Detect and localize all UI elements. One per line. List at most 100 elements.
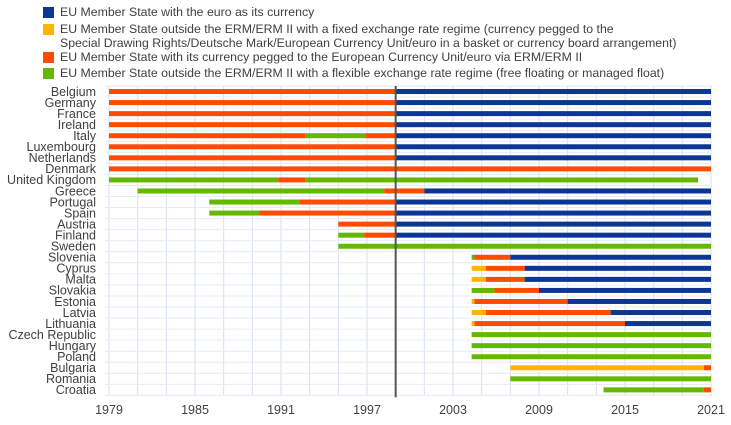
legend-swatch — [43, 68, 54, 79]
country-label: Finland — [55, 228, 96, 242]
x-tick-label: 2009 — [525, 403, 553, 417]
country-label: Malta — [65, 273, 96, 287]
bar-segment-euro — [395, 210, 711, 216]
bar-segment-flexible — [209, 210, 260, 216]
country-label: Spain — [64, 206, 96, 220]
country-label: United Kingdom — [7, 173, 96, 187]
bar-segment-fixed — [510, 365, 704, 371]
bar-segment-euro — [539, 287, 711, 293]
x-tick-label: 1991 — [267, 403, 295, 417]
bar-segment-erm — [485, 310, 611, 316]
bar-segment-erm — [109, 133, 306, 139]
country-label: Ireland — [58, 118, 96, 132]
country-label: Austria — [57, 217, 96, 231]
bar-segment-flexible — [510, 376, 711, 382]
bar-segment-fixed — [471, 321, 475, 327]
bar-segment-erm — [109, 100, 396, 106]
bar-segment-euro — [395, 144, 711, 150]
bar-segment-flexible — [338, 232, 365, 238]
bar-segment-flexible — [109, 177, 279, 183]
bar-segment-erm — [278, 177, 306, 183]
bar-segment-flexible — [209, 199, 300, 205]
bar-segment-erm — [485, 265, 525, 271]
bar-segment-erm — [299, 199, 396, 205]
country-label: Netherlands — [29, 151, 96, 165]
country-label: Lithuania — [45, 317, 96, 331]
bar-segment-flexible — [471, 354, 711, 360]
country-label: Cyprus — [56, 262, 96, 276]
bar-segment-euro — [395, 111, 711, 117]
legend-label: EU Member State outside the ERM/ERM II w… — [60, 22, 614, 36]
bar-segment-flexible — [305, 177, 699, 183]
x-tick-label: 2015 — [611, 403, 639, 417]
bar-segment-euro — [395, 232, 711, 238]
bar-segment-erm — [364, 232, 396, 238]
country-label: Germany — [45, 96, 97, 110]
bar-segment-erm — [474, 298, 568, 304]
bar-segment-euro — [524, 276, 711, 282]
legend-label: EU Member State outside the ERM/ERM II w… — [60, 66, 665, 80]
country-label: Sweden — [51, 240, 96, 254]
bar-segment-fixed — [471, 265, 486, 271]
bar-segment-erm — [474, 321, 625, 327]
legend-label: EU Member State with the euro as its cur… — [60, 5, 315, 19]
country-label: Belgium — [51, 85, 96, 99]
x-tick-label: 1997 — [353, 403, 381, 417]
bar-segment-fixed — [471, 276, 486, 282]
bar-segment-fixed — [471, 310, 486, 316]
x-tick-label: 1985 — [181, 403, 209, 417]
bar-segment-erm — [338, 221, 396, 227]
bar-segment-euro — [395, 199, 711, 205]
legend-swatch — [43, 24, 54, 35]
bar-segment-flexible — [471, 332, 711, 338]
bar-segment-flexible — [471, 287, 495, 293]
bar-segment-euro — [395, 100, 711, 106]
bar-segment-erm — [109, 89, 396, 95]
country-label: Czech Republic — [8, 328, 96, 342]
bar-segment-euro — [524, 265, 711, 271]
bar-segment-erm — [474, 254, 511, 260]
legend-swatch — [43, 7, 54, 18]
bar-segment-euro — [567, 298, 711, 304]
bar-segment-euro — [610, 310, 711, 316]
bar-segment-euro — [395, 155, 711, 161]
bar-segment-erm — [485, 276, 525, 282]
country-label: Luxembourg — [27, 140, 97, 154]
bar-segment-erm — [109, 144, 396, 150]
bar-segment-euro — [424, 188, 711, 194]
country-label: Greece — [55, 184, 96, 198]
bar-segment-erm — [384, 188, 425, 194]
legend-swatch — [43, 52, 54, 63]
country-label: Bulgaria — [50, 361, 96, 375]
country-label: Hungary — [49, 339, 97, 353]
country-label: Romania — [46, 372, 96, 386]
bar-segment-fixed — [471, 298, 475, 304]
bar-segment-erm — [109, 111, 396, 117]
bar-segment-flexible — [137, 188, 385, 194]
country-label: Denmark — [45, 162, 96, 176]
x-tick-label: 2021 — [697, 403, 725, 417]
bar-segment-flexible — [305, 133, 366, 139]
bar-segment-flexible — [338, 243, 711, 249]
country-label: Portugal — [49, 195, 96, 209]
bar-segment-euro — [625, 321, 711, 327]
bar-segment-flexible — [603, 387, 704, 393]
legend-label: EU Member State with its currency pegged… — [60, 50, 583, 64]
bar-segment-euro — [395, 122, 711, 128]
bar-segment-euro — [395, 133, 711, 139]
bar-segment-euro — [395, 89, 711, 95]
country-label: Poland — [57, 350, 96, 364]
legend-label-cont: Special Drawing Rights/Deutsche Mark/Eur… — [60, 36, 677, 50]
bar-segment-flexible — [471, 343, 711, 349]
bar-segment-erm — [703, 387, 711, 393]
bar-segment-erm — [365, 133, 396, 139]
country-label: France — [57, 107, 96, 121]
country-label: Slovenia — [48, 251, 96, 265]
country-label: Latvia — [63, 306, 96, 320]
bar-segment-euro — [395, 221, 711, 227]
bar-segment-erm — [703, 365, 711, 371]
bar-segment-erm — [259, 210, 396, 216]
country-label: Croatia — [56, 383, 96, 397]
bar-segment-erm — [109, 122, 396, 128]
